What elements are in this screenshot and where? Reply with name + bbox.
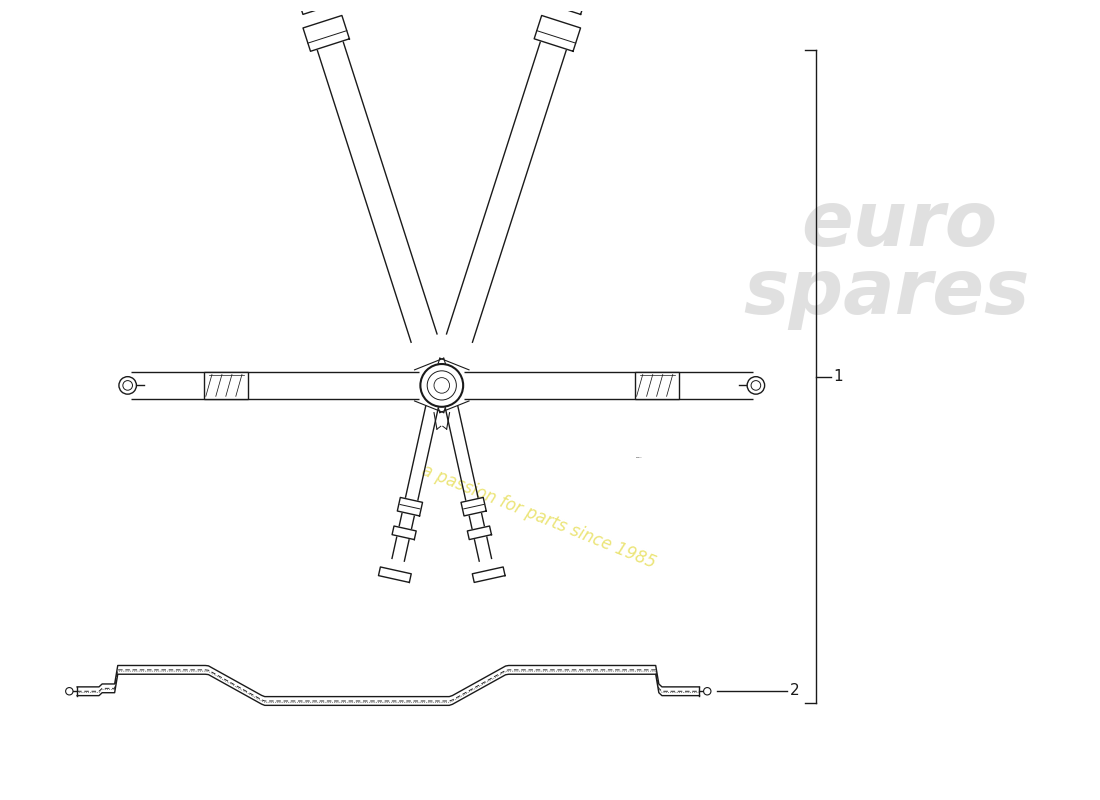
Circle shape	[66, 687, 73, 695]
Polygon shape	[535, 15, 581, 51]
Circle shape	[751, 381, 761, 390]
Text: 2: 2	[790, 683, 800, 698]
Bar	[205, 372, 249, 399]
Polygon shape	[392, 526, 416, 539]
Text: spares: spares	[744, 256, 1030, 330]
Polygon shape	[550, 0, 586, 14]
Circle shape	[747, 377, 764, 394]
Circle shape	[704, 687, 711, 695]
Polygon shape	[461, 498, 486, 516]
Text: euro: euro	[802, 188, 998, 262]
Polygon shape	[302, 15, 350, 51]
Polygon shape	[397, 498, 422, 516]
Circle shape	[123, 381, 132, 390]
Circle shape	[119, 377, 136, 394]
Text: 1: 1	[834, 369, 844, 384]
Text: a passion for parts since 1985: a passion for parts since 1985	[419, 462, 659, 572]
Polygon shape	[297, 0, 334, 14]
Polygon shape	[468, 526, 492, 539]
Polygon shape	[472, 567, 505, 582]
Circle shape	[427, 371, 456, 400]
Bar	[636, 372, 679, 399]
Circle shape	[420, 364, 463, 407]
Polygon shape	[378, 567, 411, 582]
Circle shape	[434, 378, 450, 393]
